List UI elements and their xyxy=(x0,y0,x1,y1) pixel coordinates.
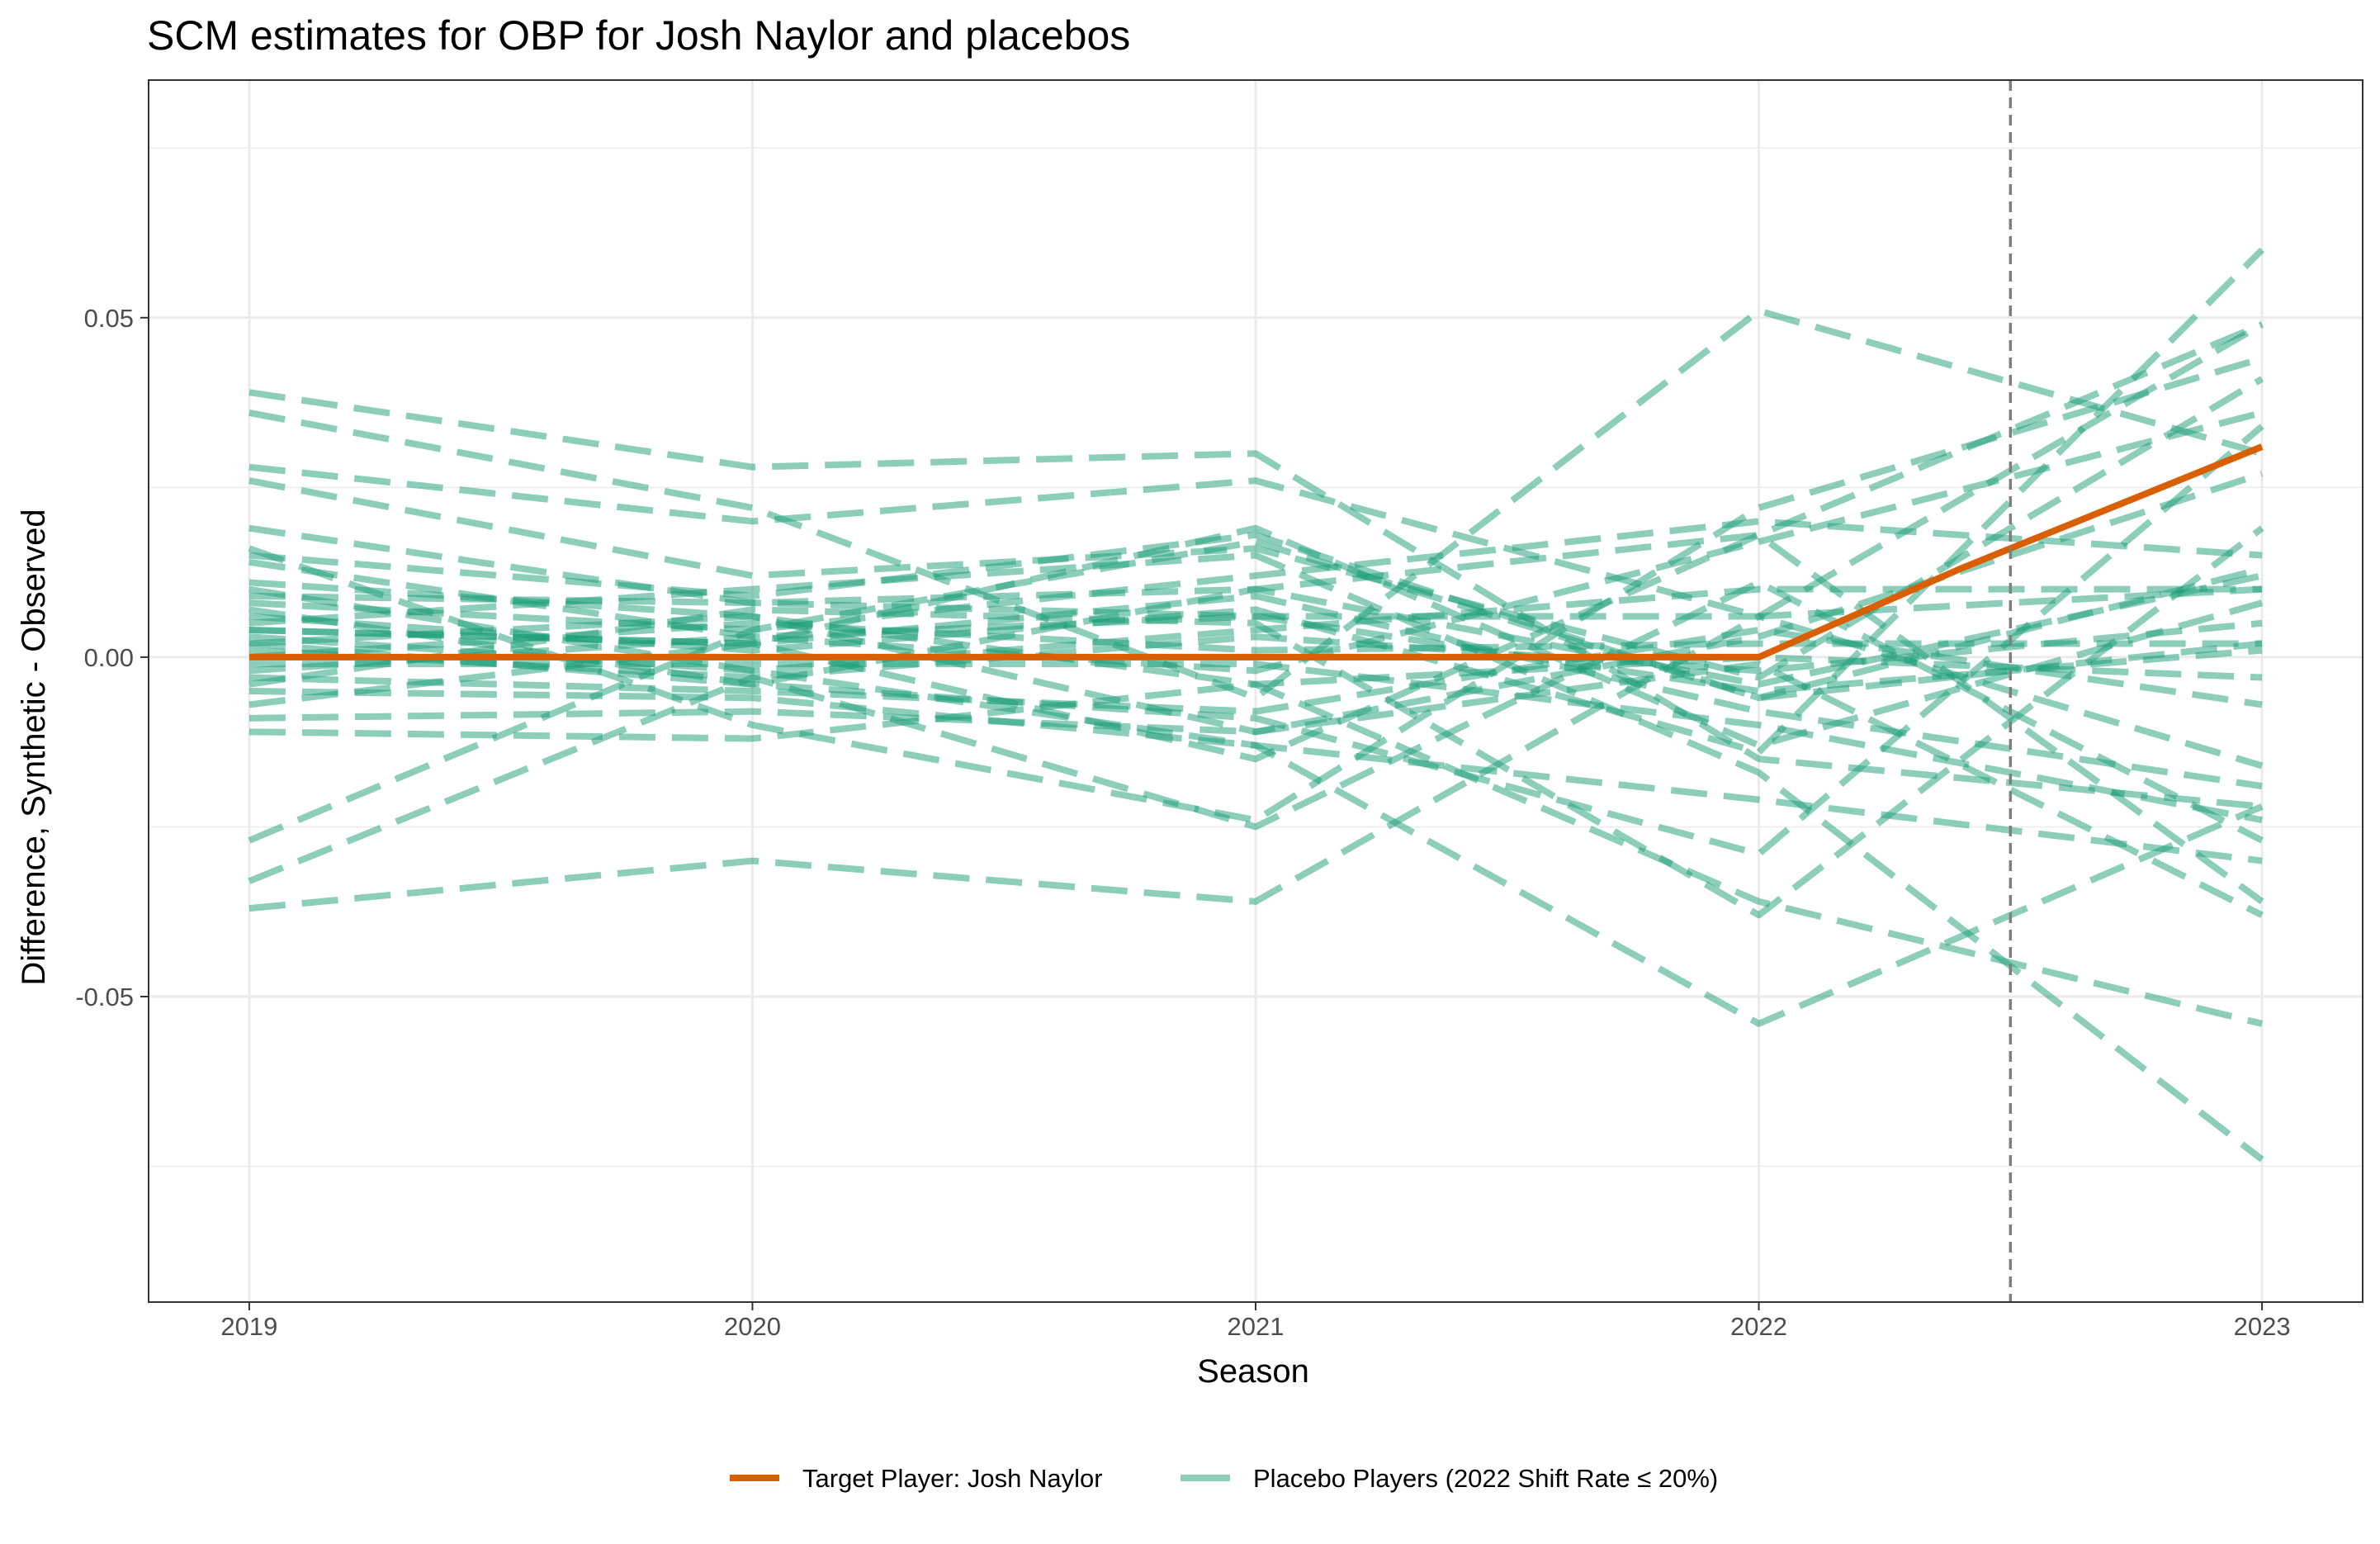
placebo-line-11 xyxy=(248,518,2263,633)
y-tick-label-2: -0.05 xyxy=(75,983,134,1011)
legend-label-target: Target Player: Josh Naylor xyxy=(802,1464,1103,1493)
x-tick-label-3: 2022 xyxy=(1730,1312,1787,1341)
placebo-line-28 xyxy=(248,579,2264,884)
x-tick-label-4: 2023 xyxy=(2234,1312,2291,1341)
y-tick-label-1: 0.00 xyxy=(84,643,134,672)
x-axis-title: Season xyxy=(1197,1353,1309,1390)
placebo-line-2 xyxy=(248,307,2264,702)
y-tick-label-0: 0.05 xyxy=(84,304,134,333)
placebo-line-31 xyxy=(248,525,2264,919)
placebo-line-8 xyxy=(248,410,2264,675)
x-axis: 2019 2020 2021 2022 2023 xyxy=(220,1302,2291,1341)
x-tick-label-2: 2021 xyxy=(1228,1312,1285,1341)
placebo-line-3 xyxy=(248,321,2264,620)
placebo-line-32 xyxy=(248,321,2264,763)
placebo-line-22 xyxy=(248,627,2263,715)
placebo-line-6 xyxy=(248,355,2264,824)
placebo-line-14 xyxy=(248,552,2264,1163)
placebo-line-21 xyxy=(248,613,2263,694)
chart-title: SCM estimates for OBP for Josh Naylor an… xyxy=(147,12,1130,59)
placebo-line-29 xyxy=(248,585,2263,912)
placebo-line-33 xyxy=(248,424,2264,858)
legend-label-placebo: Placebo Players (2022 Shift Rate ≤ 20%) xyxy=(1253,1464,1718,1493)
placebo-line-4 xyxy=(248,376,2264,681)
placebo-line-30 xyxy=(248,585,2264,1027)
x-tick-label-0: 2019 xyxy=(220,1312,277,1341)
placebo-line-25 xyxy=(248,661,2264,918)
placebo-line-1 xyxy=(248,389,2263,810)
placebo-line-26 xyxy=(248,680,2264,1027)
y-axis-title: Difference, Synthetic - Observed xyxy=(16,509,52,985)
x-tick-label-1: 2020 xyxy=(724,1312,781,1341)
placebo-line-27 xyxy=(248,538,2263,844)
legend: Target Player: Josh Naylor Placebo Playe… xyxy=(730,1464,1718,1493)
placebo-line-24 xyxy=(248,524,2264,749)
y-axis: 0.05 0.00 -0.05 xyxy=(75,304,149,1011)
placebo-line-7 xyxy=(248,531,2264,702)
